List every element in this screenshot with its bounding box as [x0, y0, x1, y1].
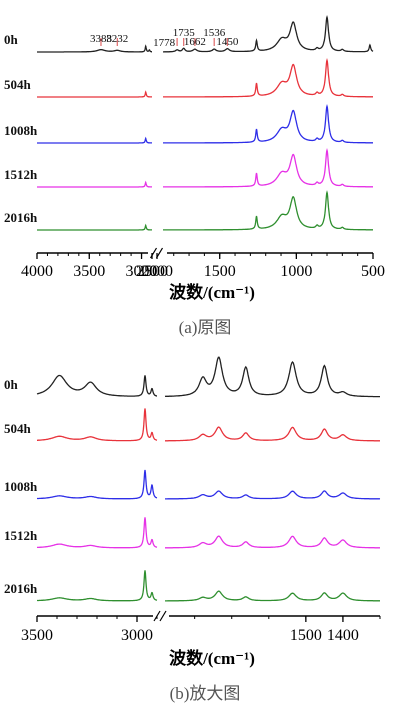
panel-a-peak-label-1450: 1450: [216, 36, 239, 48]
panel-b-series-label-2016h: 2016h: [4, 581, 38, 596]
panel-a-peak-label-3388: 3388: [90, 33, 113, 45]
panel-a-series-2016h-line-2: [163, 190, 373, 231]
panel-a-series-label-0h: 0h: [4, 32, 19, 47]
panel-a-tick-label-3500: 3500: [73, 263, 105, 280]
panel-a-tick-label-2500: 2500: [136, 263, 168, 280]
panel-a-tick-label-500: 500: [361, 263, 385, 280]
panel-a-tick-label-1500: 1500: [204, 263, 236, 280]
panel-b-x-axis: 3500 3000 1500 1400: [21, 610, 381, 644]
panel-b-series-label-504h: 504h: [4, 421, 32, 436]
panel-a-peak-label-1778: 1778: [153, 37, 176, 49]
panel-a-tick-label-3000: 3000: [126, 263, 158, 280]
panel-b-tick-label-3500: 3500: [21, 627, 53, 644]
panel-a-peak-label-1662: 1662: [184, 36, 206, 48]
panel-b-series-1008h-line-1: [37, 469, 158, 500]
panel-a-series-1512h-line-2: [163, 147, 373, 188]
panel-a-series-1008h-line-1: [37, 136, 152, 144]
panel-b-tick-label-1500: 1500: [290, 627, 322, 644]
panel-b-series-1512h-line-2: [165, 535, 380, 549]
panel-a-series-1512h-line-1: [37, 180, 152, 188]
panel-a-series-label-1008h: 1008h: [4, 123, 38, 138]
panel-b-series-0h-line-2: [164, 356, 380, 398]
panel-b-series-1008h-line-2: [165, 490, 381, 500]
panel-a-series-label-504h: 504h: [4, 77, 32, 92]
panel-a-x-axis-label: 波数/(cm⁻¹): [169, 282, 255, 302]
panel-b-tick-label-3000: 3000: [121, 627, 153, 644]
panel-a-peak-label-3232: 3232: [106, 33, 128, 45]
panel-b-series-1512h-line-1: [37, 517, 158, 549]
panel-b-series-label-1512h: 1512h: [4, 528, 38, 543]
panel-b-series-504h-line-1: [37, 408, 158, 442]
panel-b-x-axis-label: 波数/(cm⁻¹): [169, 648, 255, 668]
panel-a-series-label-1512h: 1512h: [4, 167, 38, 182]
panel-a-tick-label-1000: 1000: [280, 263, 312, 280]
panel-a-peak-label-1536: 1536: [203, 27, 226, 39]
panel-a-series-0h-line-1: [37, 44, 153, 53]
panel-b-series-label-0h: 0h: [4, 377, 19, 392]
panel-b-caption: (b)放大图: [170, 684, 241, 703]
panel-b-chart: 0h 504h 1008h 1512h 2016h 3500 3000 1500 1400 波…: [4, 356, 381, 703]
panel-b-series-2016h-line-2: [165, 590, 380, 602]
panel-a-peak-label-1735: 1735: [173, 27, 196, 39]
panel-a-series-label-2016h: 2016h: [4, 210, 38, 225]
panel-a-series-2016h-line-1: [37, 223, 152, 231]
panel-b-series-504h-line-2: [165, 426, 380, 442]
panel-a-series-1008h-line-2: [163, 103, 373, 144]
panel-a-series-504h-line-2: [163, 57, 373, 98]
panel-b-plot-area: 0h 504h 1008h 1512h 2016h: [4, 356, 381, 602]
panel-a-series-504h-line-1: [37, 90, 152, 98]
panel-b-series-label-1008h: 1008h: [4, 479, 38, 494]
panel-b-series-2016h-line-1: [37, 570, 158, 602]
panel-b-series-0h-line-1: [36, 374, 157, 397]
panel-a-series-0h-line-2: [163, 14, 374, 53]
panel-a-caption: (a)原图: [179, 318, 232, 337]
panel-a-tick-label-2000: 2000: [141, 263, 173, 280]
panel-b-tick-label-1400: 1400: [327, 627, 359, 644]
panel-b-axis-break-mark-2: [159, 610, 167, 622]
panel-a-tick-label-4000: 4000: [21, 263, 53, 280]
